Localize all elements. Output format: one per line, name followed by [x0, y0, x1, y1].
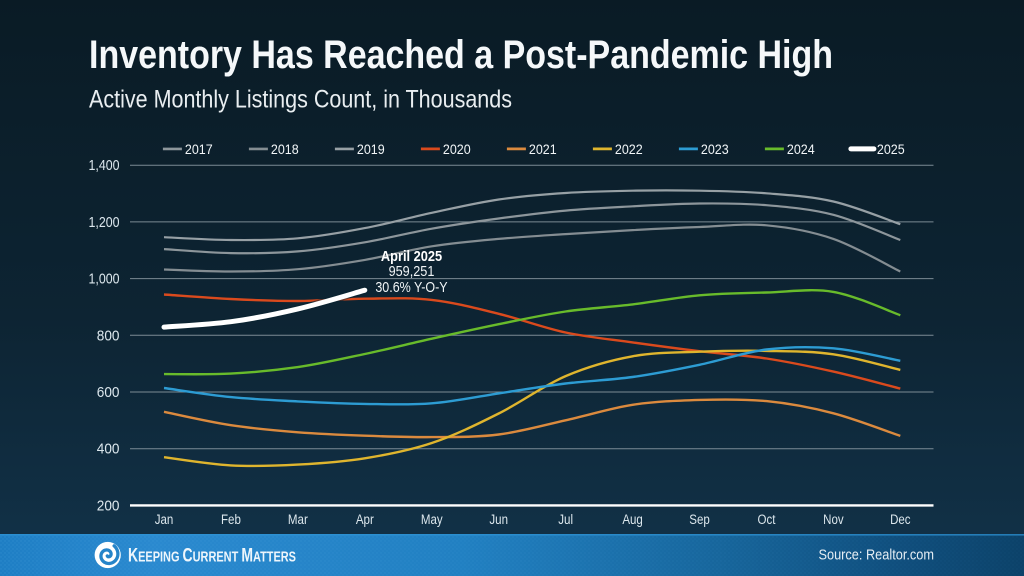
- svg-text:Oct: Oct: [757, 512, 775, 527]
- svg-text:Apr: Apr: [356, 512, 374, 527]
- svg-text:May: May: [421, 512, 443, 527]
- svg-text:2021: 2021: [529, 142, 557, 157]
- svg-text:2018: 2018: [271, 142, 299, 157]
- svg-text:Active Monthly Listings Count,: Active Monthly Listings Count, in Thousa…: [89, 87, 512, 114]
- svg-text:1,200: 1,200: [89, 214, 120, 231]
- svg-text:600: 600: [97, 384, 120, 401]
- svg-text:Mar: Mar: [288, 512, 308, 527]
- svg-text:800: 800: [97, 327, 120, 344]
- svg-text:200: 200: [97, 497, 120, 514]
- svg-text:Sep: Sep: [689, 512, 710, 527]
- svg-text:400: 400: [97, 441, 120, 458]
- svg-text:2023: 2023: [701, 142, 729, 157]
- svg-text:2017: 2017: [185, 142, 213, 157]
- svg-text:Jul: Jul: [558, 512, 573, 527]
- svg-text:Inventory Has Reached a Post-P: Inventory Has Reached a Post-Pandemic Hi…: [89, 33, 833, 77]
- svg-text:2019: 2019: [357, 142, 385, 157]
- svg-text:April 2025: April 2025: [381, 249, 442, 265]
- svg-text:30.6% Y-O-Y: 30.6% Y-O-Y: [375, 280, 447, 296]
- svg-text:2024: 2024: [787, 142, 815, 157]
- svg-text:1,400: 1,400: [89, 157, 120, 174]
- svg-text:KEEPING CURRENT MATTERS: KEEPING CURRENT MATTERS: [128, 546, 296, 567]
- svg-text:959,251: 959,251: [389, 264, 435, 280]
- svg-text:Dec: Dec: [890, 512, 911, 527]
- svg-text:2025: 2025: [877, 142, 905, 157]
- svg-text:1,000: 1,000: [89, 271, 120, 288]
- svg-text:2022: 2022: [615, 142, 643, 157]
- svg-text:Jan: Jan: [155, 512, 174, 527]
- svg-text:Aug: Aug: [622, 512, 643, 527]
- svg-text:Feb: Feb: [221, 512, 241, 527]
- svg-text:Jun: Jun: [489, 512, 508, 527]
- svg-text:Nov: Nov: [823, 512, 844, 527]
- svg-text:2020: 2020: [443, 142, 471, 157]
- svg-text:Source: Realtor.com: Source: Realtor.com: [819, 547, 935, 563]
